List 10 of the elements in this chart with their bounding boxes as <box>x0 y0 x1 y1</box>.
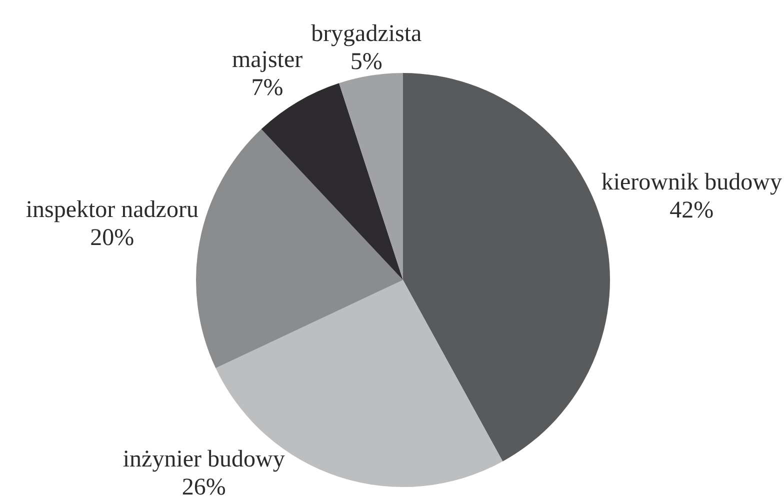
slice-label: kierownik budowy <box>601 169 782 196</box>
data-label: 5% <box>350 49 382 76</box>
data-label: 20% <box>90 224 134 251</box>
slice-label: brygadzista <box>311 21 422 48</box>
data-label: 7% <box>251 74 284 101</box>
slice-label: inżynier budowy <box>122 446 285 472</box>
slice-label: inspektor nadzoru <box>26 196 198 223</box>
data-label: 42% <box>670 197 714 224</box>
slice-label: majster <box>232 46 303 73</box>
data-label: 26% <box>182 474 226 500</box>
